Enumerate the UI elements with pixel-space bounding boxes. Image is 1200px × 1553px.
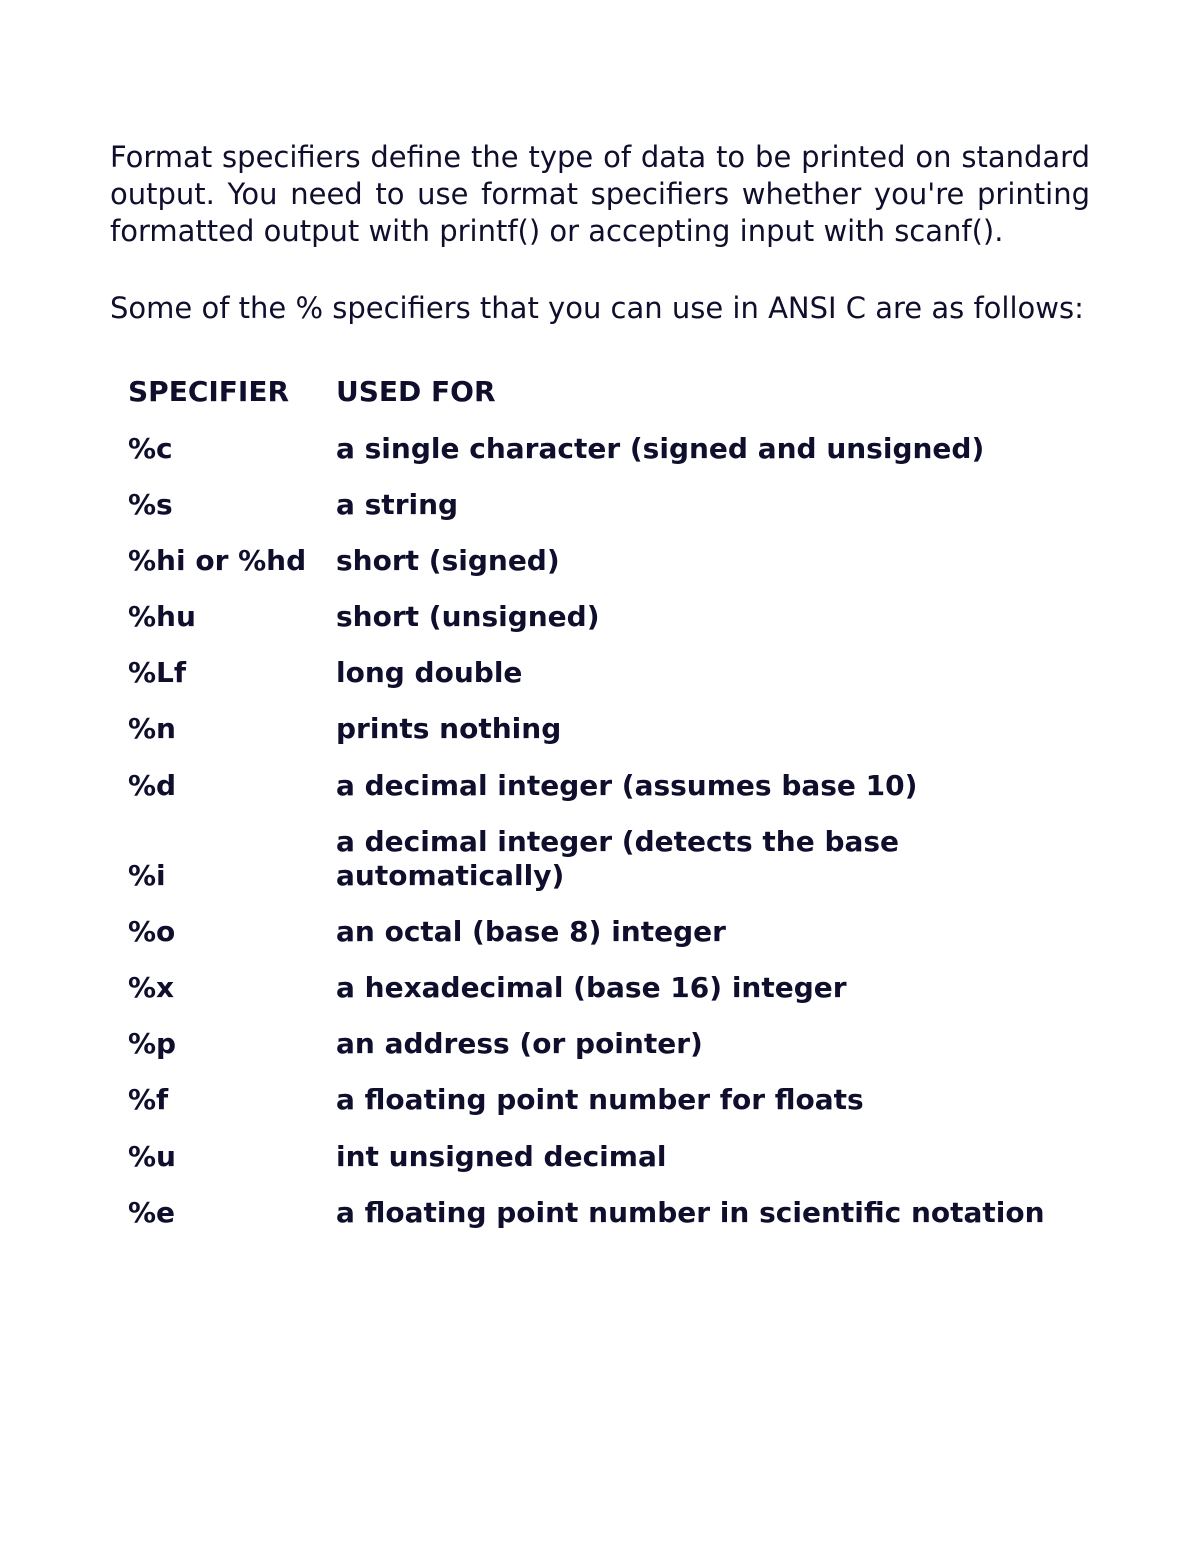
cell-usedfor: a single character (signed and unsigned) bbox=[336, 426, 1048, 472]
table-row: %p an address (or pointer) bbox=[128, 1021, 1048, 1067]
cell-specifier: %n bbox=[128, 706, 336, 752]
specifiers-table: SPECIFIER USED FOR %c a single character… bbox=[128, 359, 1048, 1246]
cell-specifier: %hi or %hd bbox=[128, 538, 336, 584]
cell-specifier: %x bbox=[128, 965, 336, 1011]
document-page: Format specifiers define the type of dat… bbox=[0, 0, 1200, 1553]
table-row: %x a hexadecimal (base 16) integer bbox=[128, 965, 1048, 1011]
lead-paragraph: Some of the % specifiers that you can us… bbox=[110, 290, 1090, 327]
cell-usedfor: short (signed) bbox=[336, 538, 1048, 584]
cell-specifier: %o bbox=[128, 909, 336, 955]
table-row: %f a floating point number for floats bbox=[128, 1077, 1048, 1123]
cell-usedfor: a string bbox=[336, 482, 1048, 528]
cell-specifier: %e bbox=[128, 1190, 336, 1236]
cell-usedfor: an octal (base 8) integer bbox=[336, 909, 1048, 955]
col-header-specifier: SPECIFIER bbox=[128, 369, 336, 415]
table-row: %i a decimal integer (detects the base a… bbox=[128, 819, 1048, 899]
cell-usedfor: long double bbox=[336, 650, 1048, 696]
cell-usedfor: a floating point number in scientific no… bbox=[336, 1190, 1048, 1236]
cell-specifier: %s bbox=[128, 482, 336, 528]
table-row: %hu short (unsigned) bbox=[128, 594, 1048, 640]
cell-usedfor: a decimal integer (detects the base auto… bbox=[336, 819, 1048, 899]
cell-usedfor: an address (or pointer) bbox=[336, 1021, 1048, 1067]
table-row: %Lf long double bbox=[128, 650, 1048, 696]
cell-usedfor: short (unsigned) bbox=[336, 594, 1048, 640]
cell-usedfor: a hexadecimal (base 16) integer bbox=[336, 965, 1048, 1011]
cell-usedfor: int unsigned decimal bbox=[336, 1134, 1048, 1180]
cell-specifier: %p bbox=[128, 1021, 336, 1067]
cell-specifier: %i bbox=[128, 819, 336, 899]
table-row: %o an octal (base 8) integer bbox=[128, 909, 1048, 955]
table-row: %u int unsigned decimal bbox=[128, 1134, 1048, 1180]
table-header-row: SPECIFIER USED FOR bbox=[128, 369, 1048, 415]
table-row: %e a floating point number in scientific… bbox=[128, 1190, 1048, 1236]
cell-specifier: %hu bbox=[128, 594, 336, 640]
table-row: %s a string bbox=[128, 482, 1048, 528]
table-row: %n prints nothing bbox=[128, 706, 1048, 752]
cell-usedfor: a floating point number for floats bbox=[336, 1077, 1048, 1123]
cell-specifier: %Lf bbox=[128, 650, 336, 696]
cell-specifier: %f bbox=[128, 1077, 336, 1123]
cell-specifier: %d bbox=[128, 763, 336, 809]
table-row: %c a single character (signed and unsign… bbox=[128, 426, 1048, 472]
cell-specifier: %u bbox=[128, 1134, 336, 1180]
cell-usedfor: a decimal integer (assumes base 10) bbox=[336, 763, 1048, 809]
cell-usedfor: prints nothing bbox=[336, 706, 1048, 752]
col-header-usedfor: USED FOR bbox=[336, 369, 1048, 415]
table-row: %hi or %hd short (signed) bbox=[128, 538, 1048, 584]
table-row: %d a decimal integer (assumes base 10) bbox=[128, 763, 1048, 809]
intro-paragraph: Format specifiers define the type of dat… bbox=[110, 139, 1090, 250]
cell-specifier: %c bbox=[128, 426, 336, 472]
